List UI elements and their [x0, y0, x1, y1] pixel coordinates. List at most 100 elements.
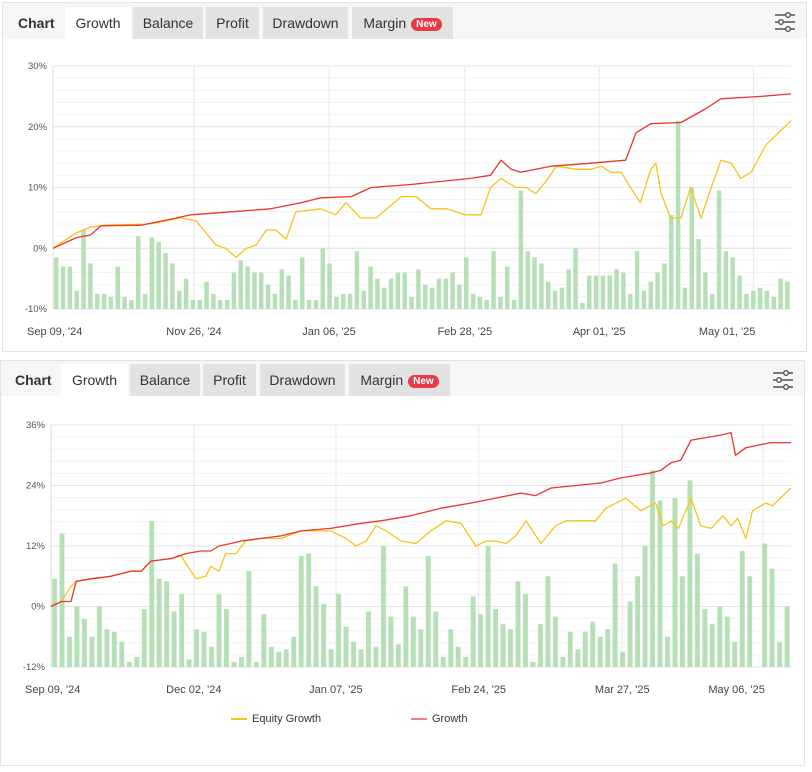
trade-bar — [573, 248, 578, 309]
trade-bar — [306, 299, 312, 309]
trade-bar — [395, 272, 401, 309]
sliders-icon[interactable] — [772, 369, 794, 391]
trade-bar — [582, 631, 588, 667]
trade-bar — [253, 661, 259, 667]
tab-margin[interactable]: Margin New — [349, 364, 450, 396]
trade-bar — [696, 239, 701, 309]
trade-bar — [498, 296, 503, 309]
trade-bar — [268, 646, 274, 667]
new-badge: New — [411, 18, 442, 31]
trade-bar — [600, 275, 606, 309]
trade-bar — [567, 631, 573, 667]
y-tick-label: -12% — [23, 662, 46, 673]
tab-drawdown[interactable]: Drawdown — [260, 364, 345, 396]
trade-bar — [642, 546, 648, 667]
trade-bar — [276, 651, 282, 667]
trade-bar — [283, 649, 289, 667]
trade-bar — [201, 631, 207, 667]
trade-bar — [54, 257, 59, 309]
trade-bar — [60, 266, 66, 309]
trade-bar — [440, 656, 446, 667]
trade-bar — [730, 257, 735, 309]
trade-bar — [293, 299, 298, 309]
tab-label: Growth — [75, 15, 121, 31]
trade-bar — [111, 631, 117, 667]
tab-label: Margin — [360, 372, 404, 388]
trade-bar — [347, 293, 353, 309]
chart-label: Chart — [18, 15, 55, 31]
trade-bar — [709, 624, 715, 667]
trade-bar — [149, 520, 155, 667]
x-tick-label: Apr 01, '25 — [573, 326, 626, 338]
trade-bar — [224, 299, 230, 309]
trade-bar — [95, 293, 100, 309]
x-tick-label: May 01, '25 — [699, 326, 756, 338]
trade-bar — [126, 661, 132, 667]
trade-bar — [566, 269, 571, 309]
trade-bar — [129, 299, 134, 309]
trade-bar — [246, 571, 252, 667]
trade-bar — [190, 299, 196, 309]
legend-equity-growth[interactable]: Equity Growth — [231, 713, 321, 725]
trade-bar — [313, 586, 319, 667]
growth-line — [50, 431, 791, 608]
trade-bar — [410, 616, 416, 667]
tab-growth[interactable]: Growth — [61, 364, 128, 396]
trade-bar — [96, 606, 102, 667]
sliders-icon[interactable] — [774, 11, 796, 33]
trade-bar — [179, 593, 185, 667]
trade-bar — [395, 644, 401, 667]
trade-bar — [545, 576, 551, 667]
tab-balance[interactable]: Balance — [130, 364, 200, 396]
trade-bar — [614, 269, 619, 309]
trade-bar — [682, 287, 688, 309]
trade-bar — [470, 596, 476, 667]
tab-profit[interactable]: Profit — [206, 7, 259, 39]
tab-label: Balance — [142, 15, 194, 31]
legend-growth[interactable]: Growth — [411, 713, 467, 725]
trade-bar — [757, 287, 763, 309]
y-tick-label: -10% — [25, 304, 48, 315]
trade-bar — [650, 470, 655, 667]
tab-label: Balance — [139, 372, 191, 388]
tab-balance[interactable]: Balance — [133, 7, 203, 39]
equity-growth-line — [52, 120, 792, 259]
growth-chart-panel-2: Chart Growth Balance Profit Drawdown Mar… — [0, 360, 805, 766]
y-tick-label: 0% — [33, 243, 47, 254]
trade-bar — [211, 293, 216, 309]
trade-bar — [351, 641, 356, 667]
tab-profit[interactable]: Profit — [203, 364, 256, 396]
trade-bar — [470, 293, 476, 309]
trade-bar — [265, 284, 271, 309]
trade-bar — [491, 251, 496, 309]
trade-bar — [785, 281, 790, 309]
trade-bar — [141, 609, 147, 667]
trade-bar — [539, 263, 544, 309]
trade-bar — [416, 269, 421, 309]
trade-bar — [655, 272, 660, 309]
trade-bar — [134, 656, 140, 667]
trade-bar — [575, 649, 581, 667]
tab-margin[interactable]: Margin New — [352, 7, 453, 39]
tab-drawdown[interactable]: Drawdown — [263, 7, 348, 39]
y-tick-label: 20% — [28, 122, 48, 133]
trade-bar — [119, 641, 125, 667]
trade-bar — [279, 269, 284, 309]
trade-bar — [657, 500, 663, 667]
trade-bar — [702, 609, 708, 667]
trade-bar — [327, 263, 332, 309]
x-tick-label: Feb 24, '25 — [451, 684, 506, 696]
trade-bar — [515, 581, 521, 667]
trade-bar — [164, 581, 170, 667]
trade-bar — [784, 606, 790, 667]
trade-bar — [328, 649, 334, 667]
trade-bar — [238, 260, 243, 309]
tab-growth[interactable]: Growth — [65, 7, 131, 39]
trade-bar — [530, 661, 536, 667]
trade-bar — [478, 614, 484, 667]
trade-bar — [477, 296, 483, 309]
trade-bar — [366, 611, 371, 667]
trade-bar — [204, 281, 209, 309]
equity-growth-line — [50, 487, 792, 608]
trade-bar — [313, 299, 319, 309]
